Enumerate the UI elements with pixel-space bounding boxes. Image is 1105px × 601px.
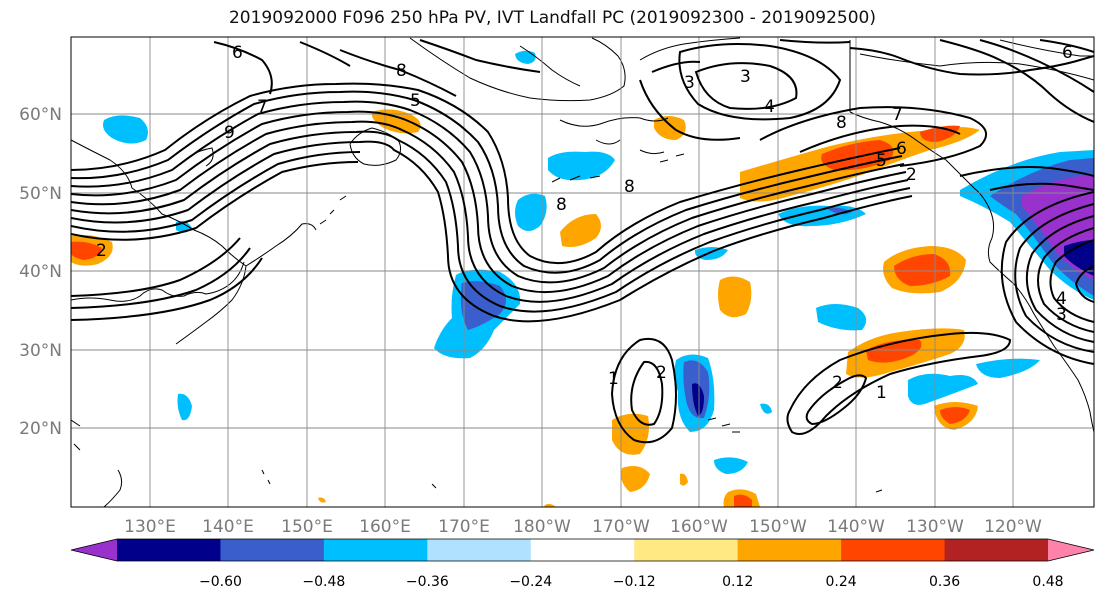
contour-label: 9	[224, 123, 235, 143]
lon-tick-label: 150°E	[281, 517, 333, 537]
pv-region	[866, 339, 922, 363]
lon-tick-label: 140°W	[827, 517, 885, 537]
colorbar-tick-label: −0.24	[509, 574, 552, 590]
pv-region	[694, 247, 728, 260]
contour-label: 5	[410, 91, 421, 111]
colorbar-extend-min	[71, 539, 117, 561]
pv-region	[718, 276, 752, 318]
colorbar-ticks: −0.60 −0.48 −0.36 −0.24 −0.12 0.12 0.24 0.36 0.4…	[199, 574, 1064, 590]
contour-label: 2	[96, 241, 107, 261]
lon-tick-label: 130°W	[906, 517, 964, 537]
colorbar-tick-label: 0.12	[722, 574, 753, 590]
pv-region	[318, 497, 326, 503]
contour-label: 6	[1062, 43, 1073, 63]
colorbar-segment	[530, 539, 635, 561]
colorbar-segment	[427, 539, 532, 561]
lon-tick-label: 160°E	[359, 517, 411, 537]
contour-label: 4	[1056, 289, 1067, 309]
contour-label: 2	[656, 363, 667, 383]
colorbar-tick-label: −0.60	[199, 574, 242, 590]
pv-region	[940, 407, 970, 424]
colorbar-tick-label: −0.48	[302, 574, 345, 590]
lon-tick-label: 140°E	[202, 517, 254, 537]
colorbar-segment	[117, 539, 221, 561]
lon-tick-label: 120°W	[984, 517, 1042, 537]
colorbar-segment	[323, 539, 428, 561]
contour-label: 2	[906, 165, 917, 185]
pv-region	[816, 304, 867, 331]
colorbar-tick-label: 0.24	[826, 574, 857, 590]
figure-title: 2019092000 F096 250 hPa PV, IVT Landfall…	[228, 8, 876, 28]
contour-label: 8	[624, 177, 635, 197]
pv-region	[680, 473, 688, 486]
pv-region	[103, 115, 148, 144]
lat-tick-label: 20°N	[19, 419, 62, 439]
contour-label: 8	[836, 113, 847, 133]
pv-region	[460, 281, 506, 330]
colorbar-segments	[70, 538, 1095, 562]
colorbar-tick-label: 0.48	[1032, 574, 1063, 590]
lon-tick-label: 170°E	[438, 517, 490, 537]
pv-region	[548, 151, 615, 181]
colorbar-tick-label: −0.12	[613, 574, 656, 590]
lon-tick-label: 150°W	[749, 517, 807, 537]
contour-label: 8	[556, 195, 567, 215]
colorbar-segment	[737, 539, 842, 561]
pv-region	[894, 254, 951, 286]
contour-label: 2	[832, 373, 843, 393]
contour-label: 8	[396, 61, 407, 81]
pv-region	[177, 393, 192, 421]
colorbar-segment	[841, 539, 946, 561]
latitude-labels: 60°N 50°N 40°N 30°N 20°N	[19, 105, 62, 439]
contour-label: 7	[257, 97, 268, 117]
pv-region	[515, 50, 536, 64]
contour-label: 7	[892, 105, 903, 125]
colorbar-outline	[70, 538, 1095, 562]
pv-region	[654, 116, 686, 140]
contour-label: 3	[684, 73, 695, 93]
lat-tick-label: 50°N	[19, 184, 62, 204]
contour-label: 4	[764, 97, 775, 117]
contour-label: 1	[608, 369, 619, 389]
pv-region	[71, 241, 102, 260]
colorbar-segment	[220, 539, 325, 561]
contour-label: 3	[1056, 305, 1067, 325]
colorbar-segment	[944, 539, 1049, 561]
pv-region	[621, 466, 650, 492]
pv-region	[976, 358, 1040, 378]
pv-region	[692, 383, 704, 416]
map-frame	[70, 36, 1095, 508]
pv-region	[544, 503, 556, 507]
pv-region	[714, 457, 748, 474]
pv-region	[734, 494, 752, 507]
contour-label: 1	[876, 383, 887, 403]
lat-tick-label: 60°N	[19, 105, 62, 125]
contour-label: 3	[740, 67, 751, 87]
contour-label: 5	[876, 151, 887, 171]
pv-region	[560, 214, 601, 247]
pv-region	[908, 373, 978, 405]
colorbar-extend-max	[1048, 539, 1094, 561]
pv-region	[371, 109, 421, 134]
contour-label: 6	[232, 43, 243, 63]
lon-tick-label: 180°W	[513, 517, 571, 537]
lon-tick-label: 130°E	[124, 517, 176, 537]
pv-region	[821, 140, 894, 171]
lat-tick-label: 30°N	[19, 341, 62, 361]
pv-region	[515, 193, 547, 231]
colorbar: −0.60 −0.48 −0.36 −0.24 −0.12 0.12 0.24 0.36 0.4…	[70, 538, 1095, 590]
contour-labels: 6 7 8 8 8 8 3 4 3 7 6 5 2 2 1 2 1 2 3 4 …	[96, 43, 1073, 403]
map-area: 6 7 8 8 8 8 3 4 3 7 6 5 2 2 1 2 1 2 3 4 …	[71, 37, 1094, 507]
contour-label: 6	[896, 139, 907, 159]
ivt-contours	[71, 39, 1094, 444]
lon-tick-label: 170°W	[592, 517, 650, 537]
colorbar-segment	[634, 539, 739, 561]
lat-tick-label: 40°N	[19, 262, 62, 282]
colorbar-tick-label: −0.36	[406, 574, 449, 590]
lon-tick-label: 160°W	[670, 517, 728, 537]
longitude-labels: 130°E 140°E 150°E 160°E 170°E 180°W 170°…	[124, 517, 1042, 537]
colorbar-tick-label: 0.36	[929, 574, 960, 590]
pv-region	[760, 403, 772, 414]
